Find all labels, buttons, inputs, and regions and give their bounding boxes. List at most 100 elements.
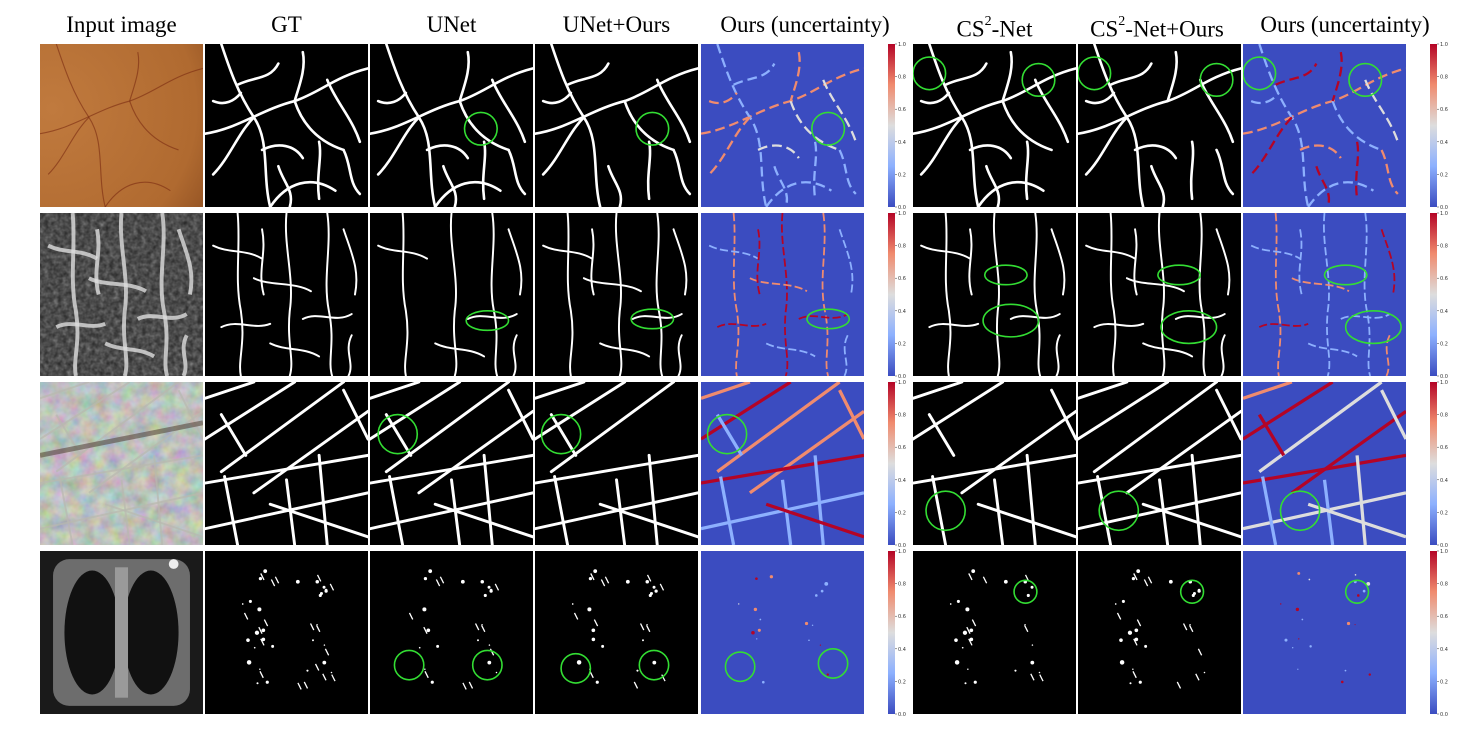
header-cs2net-ours-suffix: -Net+Ours <box>1125 16 1224 42</box>
panel-retina-cs2_unc <box>1243 44 1406 207</box>
structure-segment <box>1166 50 1178 103</box>
header-cs2net-ours-prefix: CS <box>1090 16 1119 42</box>
panel-road-unet_ours <box>535 382 698 545</box>
uncertainty-blob <box>1346 621 1351 626</box>
uncertainty-segment <box>765 342 816 358</box>
vessel-segment <box>303 681 309 689</box>
vessel-blob <box>246 638 250 642</box>
colorbar-gradient <box>1430 551 1437 714</box>
road-segment <box>370 453 533 485</box>
uncertainty-background <box>701 551 864 714</box>
structure-segment <box>1024 140 1030 201</box>
colorbar-tick-label: 0.4 <box>898 647 906 653</box>
structure-segment <box>442 164 458 207</box>
colorbar-gradient <box>888 44 895 207</box>
vessel-segment <box>600 579 606 587</box>
colorbar-tick-label: 0.6 <box>1440 614 1448 620</box>
vessel-blob <box>969 637 974 642</box>
retina-vessel <box>129 52 140 102</box>
uncertainty-blob <box>815 594 818 597</box>
highlight-circle <box>725 652 754 681</box>
structure-segment <box>944 62 988 87</box>
uncertainty-blob <box>761 680 765 684</box>
structure-segment <box>541 116 586 176</box>
uncertainty-blob <box>1295 607 1300 612</box>
vessel-segment <box>639 623 645 631</box>
highlight-circle <box>818 649 847 678</box>
road-segment <box>507 388 533 441</box>
panel-octa-cs2_ours <box>1078 213 1241 376</box>
panel-content <box>1085 213 1231 376</box>
panel-road-gt <box>205 382 368 545</box>
colorbar-tick-label: 1.0 <box>898 42 906 48</box>
vessel-segment <box>297 682 302 690</box>
vessel-blob <box>259 668 261 671</box>
vessel-segment <box>435 579 441 587</box>
vessel-blob <box>481 623 483 626</box>
ct-left-lung <box>64 570 120 695</box>
uncertainty-segment <box>701 382 792 441</box>
panel-octa-unet_ours <box>535 213 698 376</box>
vessel-blob <box>601 644 605 648</box>
vessel-segment <box>968 638 973 646</box>
structure-segment <box>672 228 688 296</box>
vessel-segment <box>1195 673 1200 681</box>
uncertainty-segment <box>757 144 800 159</box>
vessel-segment <box>645 625 651 633</box>
uncertainty-blob <box>1308 578 1311 581</box>
structure-segment <box>236 62 280 87</box>
highlight-circle <box>1022 64 1055 97</box>
colorbar-gradient <box>888 213 895 376</box>
panel-content <box>949 569 1044 685</box>
colorbar-tick-label: 0.2 <box>1440 679 1448 685</box>
panel-lung-unet_ours <box>535 551 698 714</box>
structure-segment <box>607 164 623 207</box>
structure-segment <box>1001 50 1013 103</box>
colorbar-gradient <box>888 551 895 714</box>
highlight-circle <box>913 57 946 90</box>
uncertainty-segment <box>1331 51 1343 102</box>
uncertainty-segment <box>708 244 759 260</box>
header-cs2net-sup: 2 <box>984 14 992 29</box>
uncertainty-segment <box>765 181 833 207</box>
vessel-segment <box>468 681 474 689</box>
structure-segment <box>1189 140 1195 201</box>
road-segment <box>535 453 698 485</box>
structure-segment <box>582 277 642 293</box>
header-cs2net-prefix: CS <box>956 16 985 42</box>
octa-vessel <box>181 334 189 376</box>
vessel-blob <box>460 579 465 584</box>
uncertainty-segment <box>1274 213 1282 376</box>
structure-segment <box>284 213 293 376</box>
colorbar-tick-label: 0.2 <box>898 172 906 178</box>
vessel-segment <box>971 619 977 627</box>
uncertainty-segment <box>1258 382 1383 473</box>
vessel-segment <box>593 619 599 627</box>
structure-segment <box>293 50 305 103</box>
uncertainty-segment <box>1299 144 1342 159</box>
vessel-blob <box>261 637 266 642</box>
panel-content <box>701 213 864 376</box>
uncertainty-blob <box>804 621 809 626</box>
panel-content <box>205 382 368 545</box>
structure-segment <box>1033 78 1070 144</box>
uncertainty-blob <box>753 607 758 612</box>
vessel-blob <box>646 623 648 626</box>
road-segment <box>598 502 698 539</box>
uncertainty-segment <box>715 413 744 457</box>
structure-segment <box>623 99 675 152</box>
uncertainty-segment <box>789 100 840 152</box>
panel-content <box>1243 551 1406 714</box>
vessel-blob <box>423 577 428 581</box>
colorbar-tick-label: 0.8 <box>1440 582 1448 588</box>
vessel-segment <box>263 619 269 627</box>
highlight-circle <box>1181 580 1204 603</box>
vessel-segment <box>1039 674 1044 682</box>
ct-spine <box>114 567 129 698</box>
ct-marker <box>168 559 179 569</box>
vessel-blob <box>652 585 656 589</box>
retina-vessel <box>47 116 90 175</box>
road-segment <box>976 502 1076 539</box>
uncertainty-background <box>701 44 864 207</box>
structure-segment <box>944 213 952 376</box>
